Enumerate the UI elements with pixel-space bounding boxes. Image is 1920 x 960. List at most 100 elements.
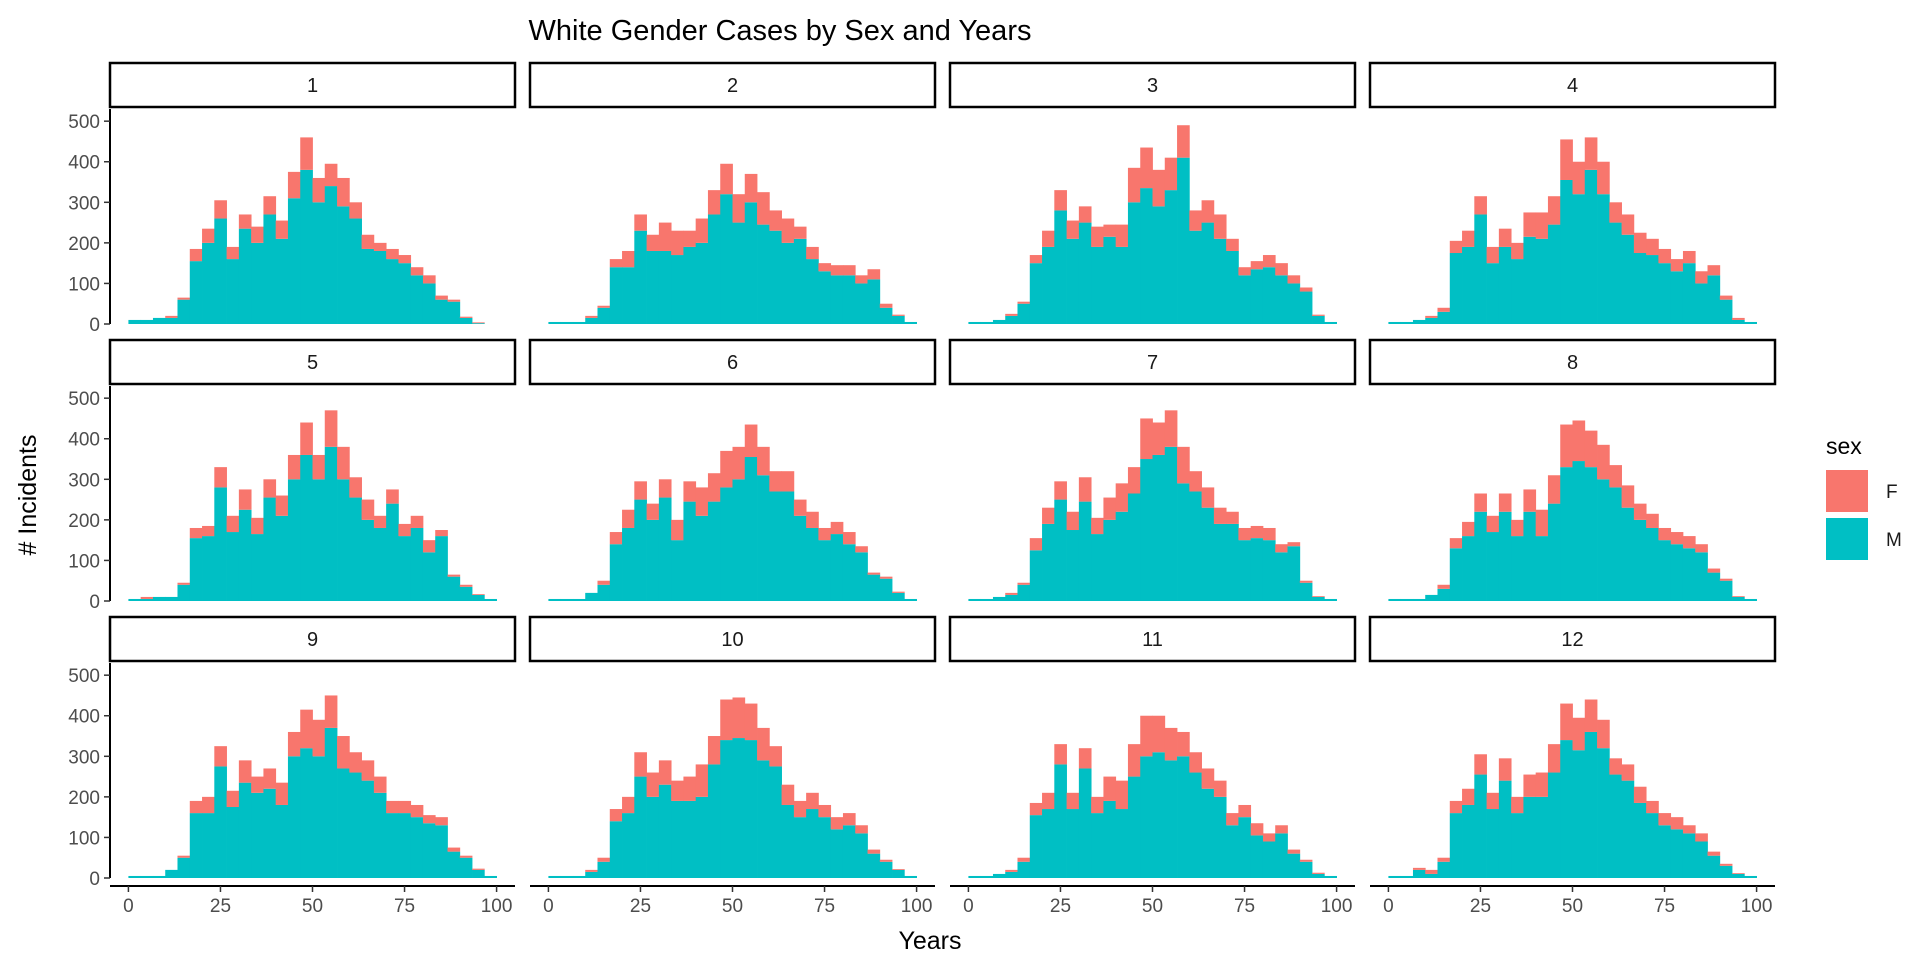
y-tick-label: 500 xyxy=(68,112,100,133)
bar-m xyxy=(1177,756,1190,878)
bar-f xyxy=(1054,481,1067,500)
bar-m xyxy=(1732,873,1745,878)
bar-m xyxy=(189,538,203,601)
bar-m xyxy=(879,578,893,601)
legend-key-m xyxy=(1826,518,1868,560)
facet-strip xyxy=(108,61,517,109)
bar-m xyxy=(287,479,301,601)
bar-m xyxy=(177,299,191,324)
bar-m xyxy=(1474,511,1487,601)
bar-m xyxy=(1523,236,1537,324)
bar-f xyxy=(757,727,770,761)
bar-m xyxy=(1547,503,1561,601)
x-tick-label: 50 xyxy=(1562,896,1583,917)
bar-f xyxy=(410,515,424,528)
bar-m xyxy=(1201,507,1215,601)
bar-m xyxy=(1498,511,1512,601)
bar-m xyxy=(980,321,994,324)
bar-m xyxy=(1719,299,1733,324)
bar-m xyxy=(769,491,782,601)
bar-m xyxy=(904,321,917,324)
bar-f xyxy=(1238,267,1252,276)
bar-m xyxy=(1091,246,1104,324)
bar-f xyxy=(1275,263,1288,276)
bar-m xyxy=(1017,861,1031,878)
bar-f xyxy=(1646,513,1659,528)
bar-m xyxy=(1042,809,1055,878)
bar-f xyxy=(324,410,338,447)
bar-m xyxy=(1299,582,1313,601)
bar-f xyxy=(422,275,436,284)
x-tick-label: 100 xyxy=(901,896,933,917)
y-tick-label: 500 xyxy=(68,666,100,687)
bar-m xyxy=(585,871,598,878)
bar-m xyxy=(781,242,795,324)
bar-m xyxy=(202,536,215,601)
bar-f xyxy=(892,591,905,593)
bar-m xyxy=(1213,523,1227,601)
bar-m xyxy=(744,740,758,878)
bar-m xyxy=(671,540,684,601)
bar-f xyxy=(1287,849,1301,854)
x-tick-label: 25 xyxy=(630,896,651,917)
bar-m xyxy=(1078,222,1092,324)
bar-m xyxy=(165,317,178,324)
facet-panel: 11 xyxy=(948,615,1357,878)
bar-m xyxy=(1287,853,1301,878)
bar-m xyxy=(992,319,1006,324)
bar-f xyxy=(1115,780,1129,810)
bar-f xyxy=(1474,754,1487,775)
bar-f xyxy=(806,246,819,260)
bar-f xyxy=(1066,220,1080,239)
bar-m xyxy=(275,515,289,601)
bar-m xyxy=(806,527,819,601)
bar-f xyxy=(1299,580,1313,583)
bar-f xyxy=(1682,536,1696,549)
bar-m xyxy=(1695,283,1708,324)
bar-f xyxy=(1719,295,1733,300)
histogram-bars xyxy=(128,137,485,324)
bar-m xyxy=(1066,809,1080,878)
bar-m xyxy=(422,552,436,601)
bar-m xyxy=(707,501,721,601)
bar-f xyxy=(1523,774,1537,797)
bar-m xyxy=(720,487,733,601)
bar-m xyxy=(300,748,313,878)
y-tick-label: 100 xyxy=(68,828,100,849)
bar-f xyxy=(744,424,758,457)
bar-m xyxy=(1670,544,1684,601)
bar-f xyxy=(1646,800,1659,814)
bar-f xyxy=(585,869,598,872)
bar-m xyxy=(1140,459,1153,601)
bar-f xyxy=(1646,238,1659,256)
bar-m xyxy=(324,727,338,878)
bar-m xyxy=(1547,224,1561,324)
bar-m xyxy=(312,756,326,878)
bar-f xyxy=(386,800,399,814)
bar-f xyxy=(361,499,375,520)
bar-m xyxy=(1103,519,1117,601)
bar-f xyxy=(1226,238,1239,251)
bar-f xyxy=(1078,206,1092,223)
bar-m xyxy=(855,283,868,324)
bar-m xyxy=(1437,861,1451,878)
bar-m xyxy=(1042,523,1055,601)
bar-m xyxy=(1238,817,1252,878)
bar-m xyxy=(1621,234,1635,324)
bar-m xyxy=(1312,315,1325,324)
bar-m xyxy=(398,536,412,601)
bar-m xyxy=(992,873,1006,878)
bar-m xyxy=(1474,214,1487,324)
bar-f xyxy=(398,800,412,814)
bar-f xyxy=(300,422,313,455)
bar-f xyxy=(1621,485,1635,508)
bar-m xyxy=(435,536,448,601)
bar-f xyxy=(177,582,191,585)
bar-m xyxy=(128,598,142,601)
bar-m xyxy=(1177,483,1190,601)
bar-f xyxy=(1017,301,1031,304)
facet-panel: 8 xyxy=(1368,338,1777,601)
bar-m xyxy=(484,598,497,601)
bar-f xyxy=(683,776,697,801)
bar-m xyxy=(1707,855,1721,878)
